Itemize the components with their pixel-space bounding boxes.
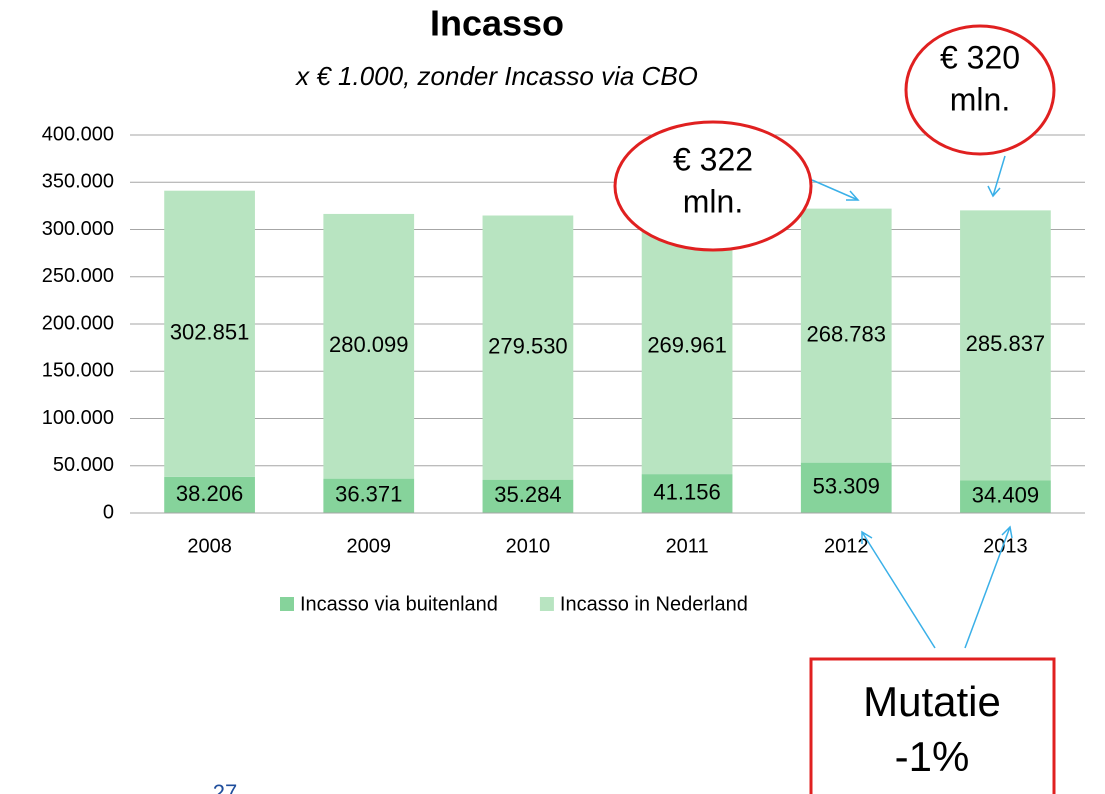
x-tick-label: 2012 — [824, 535, 869, 557]
callout-ellipse — [904, 24, 1056, 156]
data-label: 279.530 — [488, 333, 568, 358]
bar — [960, 210, 1051, 481]
arrow — [964, 526, 1011, 649]
x-tick-label: 2008 — [187, 535, 232, 557]
callout-text: mln. — [683, 183, 743, 219]
data-label: 280.099 — [329, 332, 409, 357]
data-label: 53.309 — [813, 474, 880, 499]
x-tick-label: 2009 — [347, 535, 392, 557]
bar — [641, 218, 733, 475]
callout-ellipse — [613, 120, 813, 252]
bar — [323, 478, 415, 513]
y-tick-label: 50.000 — [53, 454, 114, 476]
legend-swatch — [539, 597, 554, 611]
arrow — [861, 531, 936, 649]
y-tick-label: 200.000 — [42, 312, 114, 334]
x-tick-label: 2010 — [506, 535, 551, 557]
callout-text: € 320 — [940, 39, 1020, 75]
y-tick-label: 0 — [103, 501, 114, 523]
callout-text: € 322 — [673, 141, 753, 177]
data-label: 35.284 — [494, 482, 561, 507]
callout-text: mln. — [950, 81, 1010, 117]
y-tick-label: 150.000 — [42, 360, 114, 382]
data-label: 34.409 — [972, 483, 1039, 508]
legend-label: Incasso via buitenland — [300, 593, 498, 615]
y-tick-label: 250.000 — [42, 265, 114, 287]
x-tick-label: 2011 — [666, 535, 709, 557]
bar — [323, 213, 415, 479]
callout-text: Mutatie — [863, 678, 1001, 725]
legend-swatch — [280, 597, 294, 611]
data-label: 285.837 — [966, 331, 1046, 356]
x-tick-label: 2013 — [983, 535, 1028, 557]
bar — [960, 480, 1051, 513]
y-tick-label: 350.000 — [42, 171, 114, 193]
bar — [800, 462, 892, 513]
y-tick-label: 300.000 — [42, 218, 114, 240]
data-label: 41.156 — [653, 479, 720, 504]
plot: 0 50.000 100.000 150.000 200.000 250.000 300.0… — [42, 123, 1085, 615]
y-tick-label: 400.000 — [42, 123, 114, 145]
data-label: 269.961 — [647, 332, 727, 357]
bar — [482, 215, 574, 480]
bar — [800, 208, 892, 463]
bar — [164, 476, 255, 513]
chart-subtitle: x € 1.000, zonder Incasso via CBO — [294, 61, 698, 91]
callout-text: -1% — [895, 733, 970, 780]
bar — [164, 190, 255, 477]
chart-title: Incasso — [430, 3, 564, 44]
arrow — [811, 179, 859, 201]
bar — [482, 479, 574, 513]
arrow-head — [846, 190, 860, 201]
arrow-head — [861, 530, 873, 544]
callout-box — [809, 657, 1056, 794]
y-tick-label: 100.000 — [42, 407, 114, 429]
legend-label: Incasso in Nederland — [560, 593, 748, 615]
arrow-head — [987, 185, 1001, 198]
arrow — [992, 155, 1006, 197]
arrow-head — [1001, 525, 1013, 539]
data-label: 36.371 — [335, 482, 402, 507]
data-label: 302.851 — [170, 320, 250, 345]
data-label: 38.206 — [176, 481, 243, 506]
page-number: 27 — [213, 780, 237, 794]
bar — [641, 474, 733, 513]
annotations — [811, 155, 1013, 649]
data-label: 268.783 — [806, 321, 886, 346]
